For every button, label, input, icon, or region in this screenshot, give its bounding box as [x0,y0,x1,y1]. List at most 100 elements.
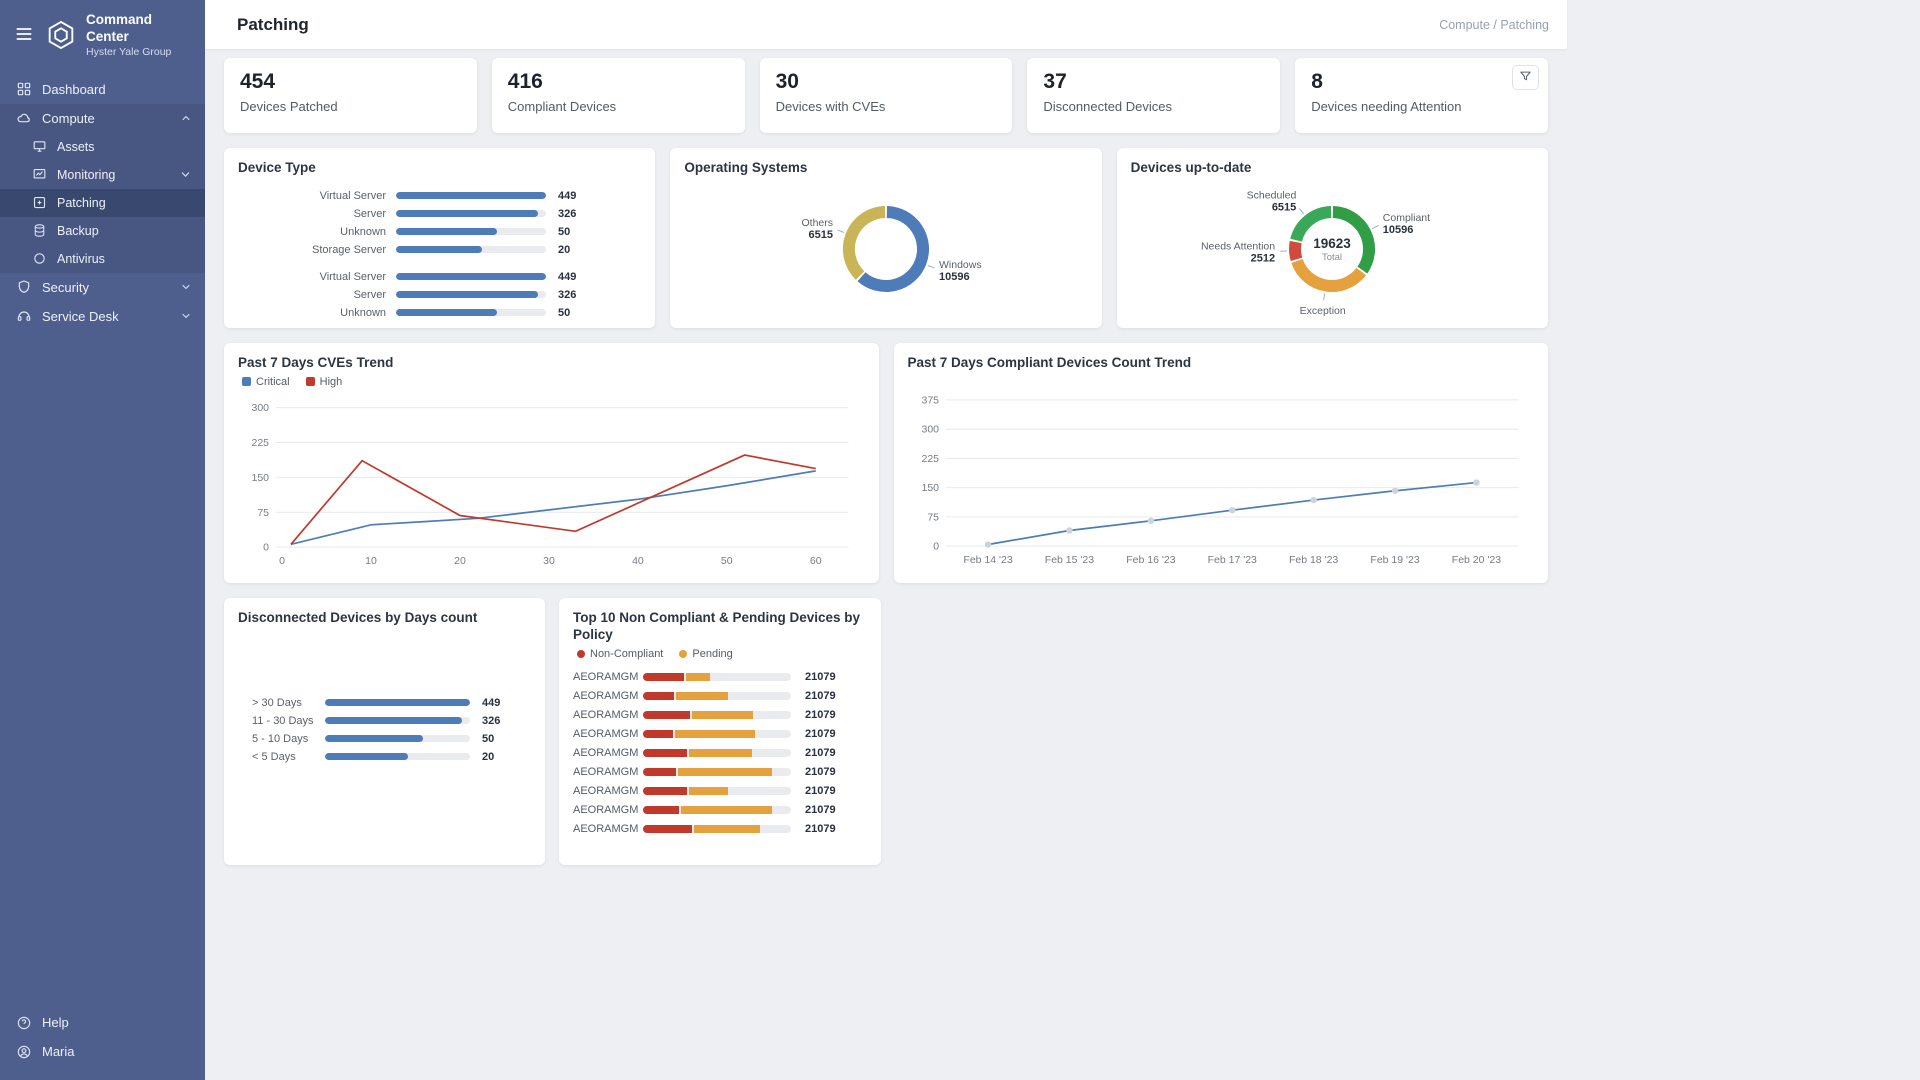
kpi-value: 8 [1311,70,1323,93]
card-title: Past 7 Days Compliant Devices Count Tren… [907,355,1192,370]
bar-fill [325,753,408,761]
policy-value: 21079 [805,766,836,779]
brand-row: Command Center Hyster Yale Group [0,0,205,75]
svg-text:19623: 19623 [1314,236,1352,251]
segment-non-compliant [643,730,673,739]
legend-swatch [305,377,315,387]
svg-text:Feb 17 '23: Feb 17 '23 [1207,554,1256,566]
nav-label: Security [42,279,89,295]
legend-item-pending[interactable]: Pending [679,648,733,660]
legend-label: Critical [256,375,290,388]
bar-track [396,228,546,236]
legend-item-high[interactable]: High [305,375,343,388]
policy-track [643,673,791,682]
bar-row-virtual-server: Virtual Server 449 [238,268,641,286]
sidebar-item-assets[interactable]: Assets [0,133,205,161]
bar-row-server: Server 326 [238,286,641,304]
top10-rows: AEORAMGM 21079 AEORAMGM 21079 AEORAMGM 21079 A… [573,668,867,839]
segment-pending [686,673,711,682]
brand-subtitle: Hyster Yale Group [86,45,172,58]
sidebar-item-dashboard[interactable]: Dashboard [0,75,205,104]
svg-text:150: 150 [921,482,939,494]
svg-text:75: 75 [257,507,269,519]
policy-label: AEORAMGM [573,766,639,779]
segment-non-compliant [643,768,676,777]
sidebar-item-backup[interactable]: Backup [0,217,205,245]
bar-track [396,192,546,200]
sidebar-item-compute[interactable]: Compute [0,104,205,133]
sidebar-item-monitoring[interactable]: Monitoring [0,161,205,189]
chevron-up-icon [179,111,193,125]
bar-group: > 30 Days 449 11 - 30 Days 326 5 - 10 Days 50… [252,694,531,766]
svg-text:60: 60 [810,555,822,567]
service-desk-icon [16,308,32,324]
segment-pending [677,768,773,777]
kpi-label: Disconnected Devices [1043,99,1173,114]
bar-label: 5 - 10 Days [252,732,309,745]
bar-label: Virtual Server [319,189,386,202]
help-icon [16,1015,32,1031]
legend-label: High [319,375,343,388]
nav-label: Antivirus [57,251,105,266]
breadcrumb[interactable]: Compute / Patching [1439,17,1549,32]
top10-legend: Non-Compliant Pending [573,648,867,660]
policy-track [643,825,791,834]
sidebar-item-maria[interactable]: Maria [0,1037,205,1066]
nav-label: Assets [57,139,95,154]
bar-fill [396,273,546,281]
policy-label: AEORAMGM [573,823,639,836]
legend-item-critical[interactable]: Critical [242,376,290,388]
operating-systems-card: Operating Systems Windows 10596 Others 6515 [670,148,1102,328]
bar-label: Server [353,207,386,220]
segment-pending [680,806,773,815]
sidebar-item-patching[interactable]: Patching [0,188,205,217]
kpi-card-devices-patched: 454 Devices Patched [224,58,477,133]
legend-swatch [577,649,585,658]
bar-track [325,735,470,743]
kpi-value: 454 [240,70,276,93]
policy-label: AEORAMGM [573,671,639,684]
segment-pending [692,711,754,720]
device-type-bars: Virtual Server 449 Server 326 Unknown 50 Stora… [238,187,641,322]
bar-track [396,246,546,254]
charts-row-3: Disconnected Devices by Days count > 30 … [224,598,1548,865]
sidebar-item-service-desk[interactable]: Service Desk [0,302,205,331]
nav-label: Maria [42,1044,75,1059]
svg-text:Feb 18 '23: Feb 18 '23 [1288,554,1337,566]
filter-button[interactable] [1512,65,1539,90]
svg-text:225: 225 [252,437,270,449]
card-title: Operating Systems [684,160,808,175]
svg-text:0: 0 [263,541,269,553]
chevron-down-icon [179,309,193,323]
operating-systems-donut: Windows 10596 Others 6515 [684,177,1087,319]
kpi-value: 37 [1043,70,1067,93]
policy-row: AEORAMGM 21079 [573,782,867,801]
nav-label: Backup [57,223,99,238]
assets-icon [32,139,47,154]
policy-row: AEORAMGM 21079 [573,687,867,706]
bar-value: 326 [482,714,501,727]
menu-icon[interactable] [12,23,36,47]
kpi-row: 454 Devices Patched 416 Compliant Devices 30… [224,58,1548,133]
bar-row-11-30-days: 11 - 30 Days 326 [252,712,531,730]
bar-fill [325,699,470,707]
policy-value: 21079 [805,728,836,741]
sidebar-item-antivirus[interactable]: Antivirus [0,245,205,273]
legend-swatch [679,649,688,658]
svg-text:50: 50 [721,555,733,567]
backup-icon [32,223,47,238]
kpi-card-devices-with-cves: 30 Devices with CVEs [759,58,1013,133]
page-column: Patching Compute / Patching 454 Devices P… [205,0,1567,1080]
legend-item-non-compliant[interactable]: Non-Compliant [577,648,663,660]
sidebar-item-security[interactable]: Security [0,273,205,302]
bar-row-5-10-days: 5 - 10 Days 50 [252,730,531,748]
sidebar-item-help[interactable]: Help [0,1008,205,1037]
svg-text:0: 0 [933,540,939,552]
disconnected-body: > 30 Days 449 11 - 30 Days 326 5 - 10 Days 50… [238,627,531,853]
charts-row-2: Past 7 Days CVEs Trend Critical High 0 75 1… [224,343,1548,583]
bar-track [325,753,470,761]
